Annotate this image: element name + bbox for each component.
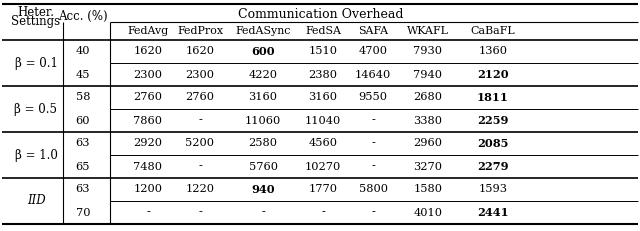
Text: 40: 40 <box>76 46 90 57</box>
Text: 2279: 2279 <box>477 161 509 172</box>
Text: 70: 70 <box>76 207 90 218</box>
Text: 2680: 2680 <box>413 92 442 103</box>
Text: 5200: 5200 <box>186 139 214 149</box>
Text: 10270: 10270 <box>305 161 341 171</box>
Text: 7930: 7930 <box>413 46 442 57</box>
Text: 7860: 7860 <box>134 116 163 125</box>
Text: -: - <box>198 207 202 218</box>
Text: 2380: 2380 <box>308 70 337 79</box>
Text: 600: 600 <box>251 46 275 57</box>
Text: 2441: 2441 <box>477 207 509 218</box>
Text: 2760: 2760 <box>134 92 163 103</box>
Text: 3160: 3160 <box>248 92 278 103</box>
Text: 5800: 5800 <box>358 185 387 195</box>
Text: 9550: 9550 <box>358 92 387 103</box>
Text: 1593: 1593 <box>479 185 508 195</box>
Text: -: - <box>371 116 375 125</box>
Text: 4010: 4010 <box>413 207 442 218</box>
Text: FedProx: FedProx <box>177 26 223 36</box>
Text: 63: 63 <box>76 139 90 149</box>
Text: 2085: 2085 <box>477 138 509 149</box>
Text: 58: 58 <box>76 92 90 103</box>
Text: 1620: 1620 <box>134 46 163 57</box>
Text: 45: 45 <box>76 70 90 79</box>
Text: 2760: 2760 <box>186 92 214 103</box>
Text: 5760: 5760 <box>248 161 278 171</box>
Text: 1360: 1360 <box>479 46 508 57</box>
Text: Acc. (%): Acc. (%) <box>58 9 108 22</box>
Text: 2120: 2120 <box>477 69 509 80</box>
Text: -: - <box>371 161 375 171</box>
Text: 1620: 1620 <box>186 46 214 57</box>
Text: 63: 63 <box>76 185 90 195</box>
Text: β = 0.5: β = 0.5 <box>15 103 58 116</box>
Text: -: - <box>146 207 150 218</box>
Text: 2259: 2259 <box>477 115 509 126</box>
Text: 1770: 1770 <box>308 185 337 195</box>
Text: 65: 65 <box>76 161 90 171</box>
Text: Settings: Settings <box>12 15 61 28</box>
Text: FedSA: FedSA <box>305 26 341 36</box>
Text: FedAvg: FedAvg <box>127 26 168 36</box>
Text: 940: 940 <box>251 184 275 195</box>
Text: 3160: 3160 <box>308 92 337 103</box>
Text: 2920: 2920 <box>134 139 163 149</box>
Text: -: - <box>198 116 202 125</box>
Text: 1220: 1220 <box>186 185 214 195</box>
Text: Heter.: Heter. <box>17 6 54 18</box>
Text: 4220: 4220 <box>248 70 278 79</box>
Text: 4700: 4700 <box>358 46 387 57</box>
Text: 2300: 2300 <box>186 70 214 79</box>
Text: 1811: 1811 <box>477 92 509 103</box>
Text: β = 0.1: β = 0.1 <box>15 57 58 70</box>
Text: 60: 60 <box>76 116 90 125</box>
Text: SAFA: SAFA <box>358 26 388 36</box>
Text: 3270: 3270 <box>413 161 442 171</box>
Text: -: - <box>371 207 375 218</box>
Text: 3380: 3380 <box>413 116 442 125</box>
Text: 1200: 1200 <box>134 185 163 195</box>
Text: 1580: 1580 <box>413 185 442 195</box>
Text: 2300: 2300 <box>134 70 163 79</box>
Text: 2960: 2960 <box>413 139 442 149</box>
Text: FedASync: FedASync <box>236 26 291 36</box>
Text: β = 1.0: β = 1.0 <box>15 149 58 161</box>
Text: CaBaFL: CaBaFL <box>470 26 515 36</box>
Text: -: - <box>198 161 202 171</box>
Text: 11060: 11060 <box>245 116 281 125</box>
Text: -: - <box>261 207 265 218</box>
Text: 11040: 11040 <box>305 116 341 125</box>
Text: 14640: 14640 <box>355 70 391 79</box>
Text: 4560: 4560 <box>308 139 337 149</box>
Text: -: - <box>321 207 325 218</box>
Text: IID: IID <box>27 195 45 207</box>
Text: -: - <box>371 139 375 149</box>
Text: 7940: 7940 <box>413 70 442 79</box>
Text: 2580: 2580 <box>248 139 278 149</box>
Text: WKAFL: WKAFL <box>407 26 449 36</box>
Text: Communication Overhead: Communication Overhead <box>237 7 403 21</box>
Text: 7480: 7480 <box>134 161 163 171</box>
Text: 1510: 1510 <box>308 46 337 57</box>
